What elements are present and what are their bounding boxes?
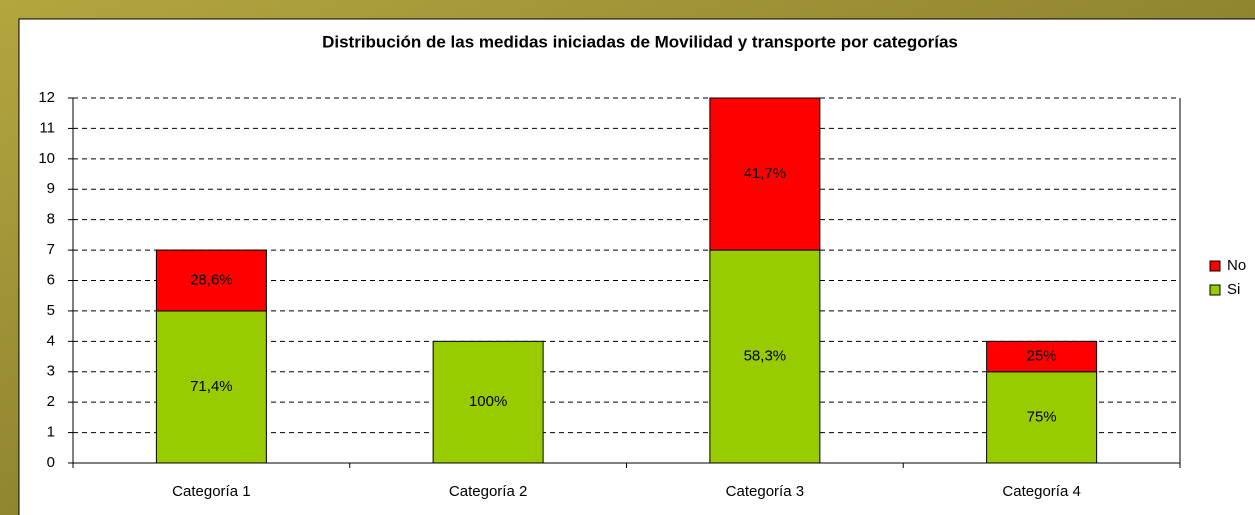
- x-tick-label: Categoría 2: [449, 483, 527, 500]
- y-tick-label: 10: [38, 150, 55, 167]
- bar-segment: [709, 249, 821, 464]
- y-tick-label: 5: [47, 302, 55, 319]
- data-label: 71,4%: [190, 378, 233, 395]
- y-tick-label: 11: [39, 119, 55, 136]
- bar-segment: [155, 249, 267, 312]
- bar-segment: [155, 310, 267, 464]
- bar-segment: [986, 340, 1098, 373]
- x-tick-label: Categoría 1: [172, 483, 250, 500]
- data-label: 25%: [1027, 348, 1057, 365]
- y-tick-label: 2: [47, 393, 55, 410]
- bar-segment: [432, 340, 544, 464]
- y-tick-label: 4: [47, 332, 55, 349]
- legend-swatch: [1209, 284, 1221, 296]
- data-label: 75%: [1027, 408, 1057, 425]
- data-label: 41,7%: [744, 165, 787, 182]
- y-tick-label: 7: [47, 241, 55, 258]
- legend-label: Si: [1227, 281, 1240, 298]
- x-tick-label: Categoría 3: [726, 483, 804, 500]
- y-tick-label: 8: [47, 211, 55, 228]
- data-label: 58,3%: [744, 348, 787, 365]
- legend-swatch: [1209, 260, 1221, 272]
- y-tick-label: 9: [47, 180, 55, 197]
- bar-segment: [709, 97, 821, 251]
- bar-segment: [986, 371, 1098, 464]
- chart-title: Distribución de las medidas iniciadas de…: [322, 32, 958, 51]
- y-tick-label: 0: [47, 454, 55, 471]
- x-tick-label: Categoría 4: [1002, 483, 1080, 500]
- data-label: 28,6%: [190, 271, 233, 288]
- y-tick-label: 12: [38, 89, 55, 106]
- data-label: 100%: [469, 393, 507, 410]
- y-tick-label: 1: [47, 424, 55, 441]
- y-tick-label: 6: [47, 271, 55, 288]
- y-tick-label: 3: [47, 363, 55, 380]
- legend-label: No: [1227, 257, 1246, 274]
